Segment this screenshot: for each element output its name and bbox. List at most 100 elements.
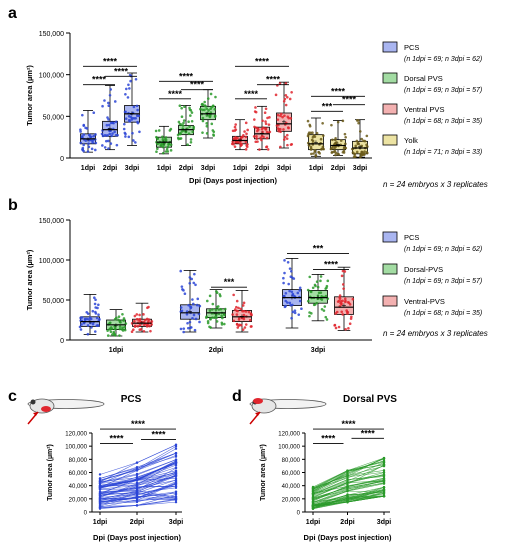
data-point <box>283 259 286 262</box>
data-point <box>169 149 173 152</box>
data-point <box>116 133 119 137</box>
data-point <box>307 143 311 147</box>
data-point <box>94 306 97 309</box>
data-point <box>109 88 113 91</box>
panel-label-b: b <box>8 197 18 214</box>
data-point <box>330 123 333 127</box>
data-point <box>343 132 347 136</box>
data-point <box>335 310 339 314</box>
data-point <box>244 140 248 144</box>
legend-n: (n 1dpi = 71; n 3dpi = 33) <box>404 149 482 156</box>
data-point <box>183 292 187 296</box>
data-point <box>180 106 183 110</box>
data-point <box>341 119 345 123</box>
x-tick-label: 3dpi <box>311 347 325 354</box>
significance-bar: **** <box>105 66 137 77</box>
data-point <box>311 503 315 507</box>
data-point <box>363 153 366 156</box>
data-point <box>330 151 334 154</box>
data-point <box>315 280 319 284</box>
data-point <box>188 320 192 324</box>
data-point <box>298 299 302 303</box>
data-point <box>187 326 190 330</box>
data-point <box>178 104 182 108</box>
data-point <box>124 92 127 96</box>
significance-bar: **** <box>311 86 365 97</box>
significance-label: *** <box>322 101 333 111</box>
data-point <box>174 480 178 483</box>
data-point <box>138 313 141 317</box>
data-point <box>309 145 313 149</box>
data-point <box>296 291 300 295</box>
data-point <box>164 136 168 139</box>
data-point <box>288 97 292 101</box>
data-point <box>174 477 178 480</box>
data-point <box>320 307 324 311</box>
data-point <box>132 139 135 142</box>
series-line <box>99 444 177 483</box>
significance-bar: **** <box>313 419 384 430</box>
data-point <box>286 115 290 119</box>
data-point <box>334 136 337 140</box>
data-point <box>244 148 248 151</box>
mean-marker: + <box>316 293 321 302</box>
data-point <box>208 114 212 118</box>
data-point <box>187 303 190 307</box>
data-point <box>233 125 237 129</box>
data-point <box>135 488 139 492</box>
data-point <box>106 329 109 332</box>
significance-label: **** <box>321 434 336 444</box>
data-point <box>248 318 252 322</box>
data-point <box>288 301 292 305</box>
x-tick-label: 1dpi <box>109 347 123 354</box>
data-point <box>79 130 82 133</box>
x-tick-label: 1dpi <box>309 165 323 172</box>
data-point <box>276 118 280 121</box>
data-point <box>338 296 341 299</box>
x-tick-label: 3dpi <box>201 165 215 172</box>
data-point <box>223 322 226 326</box>
data-point <box>283 114 286 117</box>
data-point <box>123 110 127 114</box>
data-point <box>107 118 110 121</box>
data-point <box>106 134 109 137</box>
data-point <box>290 276 294 279</box>
data-point <box>337 153 341 156</box>
data-point <box>249 312 253 316</box>
data-point <box>182 289 185 292</box>
data-point <box>176 133 180 137</box>
data-point <box>98 490 102 493</box>
data-point <box>311 499 315 503</box>
data-point <box>191 298 194 301</box>
box: + <box>231 289 253 333</box>
significance-bar: **** <box>333 95 365 106</box>
x-tick-label: 2dpi <box>103 165 117 172</box>
data-point <box>241 135 244 139</box>
data-point <box>110 134 113 138</box>
data-point <box>355 139 359 143</box>
data-point <box>284 299 288 303</box>
legend-swatch <box>382 103 398 115</box>
data-point <box>291 310 295 314</box>
x-tick-label: 1dpi <box>93 519 107 526</box>
data-point <box>264 107 268 111</box>
data-point <box>118 325 122 328</box>
data-point <box>182 121 185 125</box>
data-point <box>101 134 105 138</box>
y-tick-label: 100,000 <box>39 258 64 265</box>
data-point <box>246 143 249 146</box>
y-tick-label: 60,000 <box>282 471 301 477</box>
data-point <box>135 468 139 472</box>
paired-lines <box>311 456 386 510</box>
data-point <box>283 97 287 101</box>
data-point <box>154 129 158 133</box>
data-point <box>108 132 112 136</box>
data-point <box>98 488 102 491</box>
data-point <box>210 122 214 126</box>
data-point <box>108 321 112 325</box>
data-point <box>205 107 209 110</box>
data-point <box>174 498 178 502</box>
data-point <box>188 276 192 279</box>
data-point <box>174 471 178 474</box>
data-point <box>148 324 151 328</box>
